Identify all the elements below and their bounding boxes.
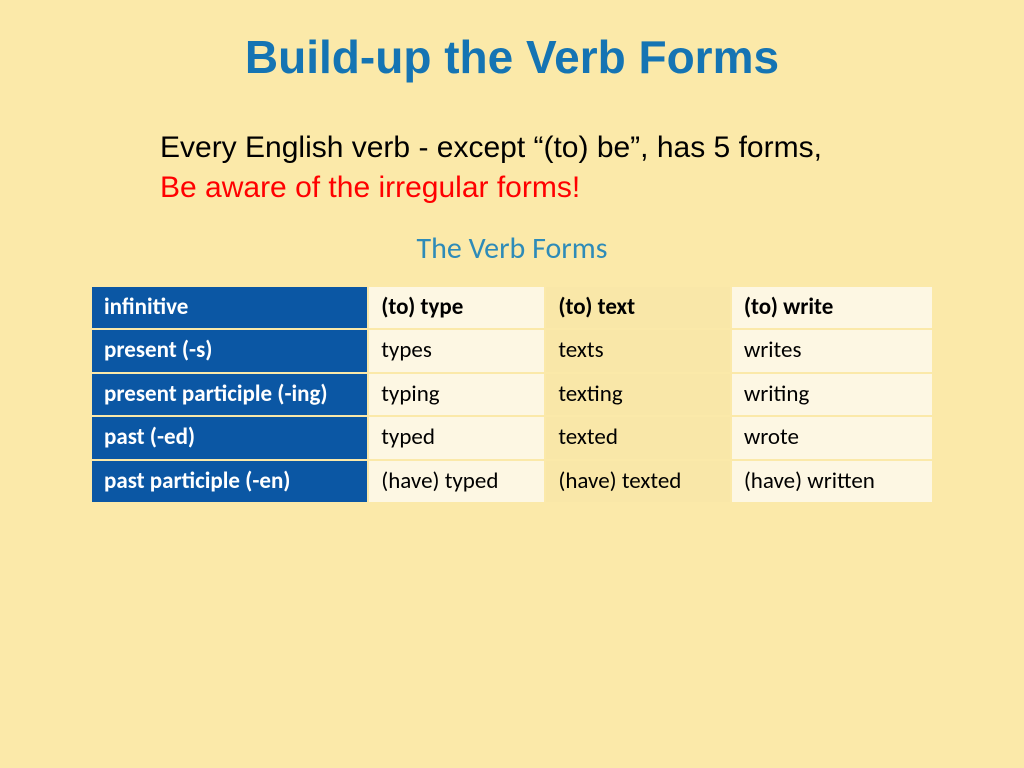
table-row: present (-s) types texts writes xyxy=(92,330,932,372)
row-label: past participle (-en) xyxy=(92,461,367,503)
table-row: past participle (-en) (have) typed (have… xyxy=(92,461,932,503)
cell: writes xyxy=(732,330,932,372)
cell: writing xyxy=(732,374,932,416)
intro-warning: Be aware of the irregular forms! xyxy=(160,171,904,205)
row-label: infinitive xyxy=(92,287,367,329)
cell: texting xyxy=(546,374,729,416)
table-row: past (-ed) typed texted wrote xyxy=(92,417,932,459)
cell: (to) write xyxy=(732,287,932,329)
cell: (have) typed xyxy=(369,461,544,503)
cell: typed xyxy=(369,417,544,459)
table-row: present participle (-ing) typing texting… xyxy=(92,374,932,416)
cell: (to) type xyxy=(369,287,544,329)
slide: Build-up the Verb Forms Every English ve… xyxy=(0,0,1024,768)
cell: (have) written xyxy=(732,461,932,503)
verb-forms-table: infinitive (to) type (to) text (to) writ… xyxy=(90,285,934,505)
row-label: past (-ed) xyxy=(92,417,367,459)
cell: types xyxy=(369,330,544,372)
page-title: Build-up the Verb Forms xyxy=(0,30,1024,84)
table-subtitle: The Verb Forms xyxy=(0,230,1024,267)
cell: texted xyxy=(546,417,729,459)
table-row: infinitive (to) type (to) text (to) writ… xyxy=(92,287,932,329)
row-label: present (-s) xyxy=(92,330,367,372)
intro-line-1: Every English verb - except “(to) be”, h… xyxy=(160,129,904,167)
cell: typing xyxy=(369,374,544,416)
cell: (to) text xyxy=(546,287,729,329)
cell: (have) texted xyxy=(546,461,729,503)
cell: wrote xyxy=(732,417,932,459)
intro-block: Every English verb - except “(to) be”, h… xyxy=(160,129,904,205)
row-label: present participle (-ing) xyxy=(92,374,367,416)
cell: texts xyxy=(546,330,729,372)
verb-forms-table-wrap: infinitive (to) type (to) text (to) writ… xyxy=(90,285,934,505)
